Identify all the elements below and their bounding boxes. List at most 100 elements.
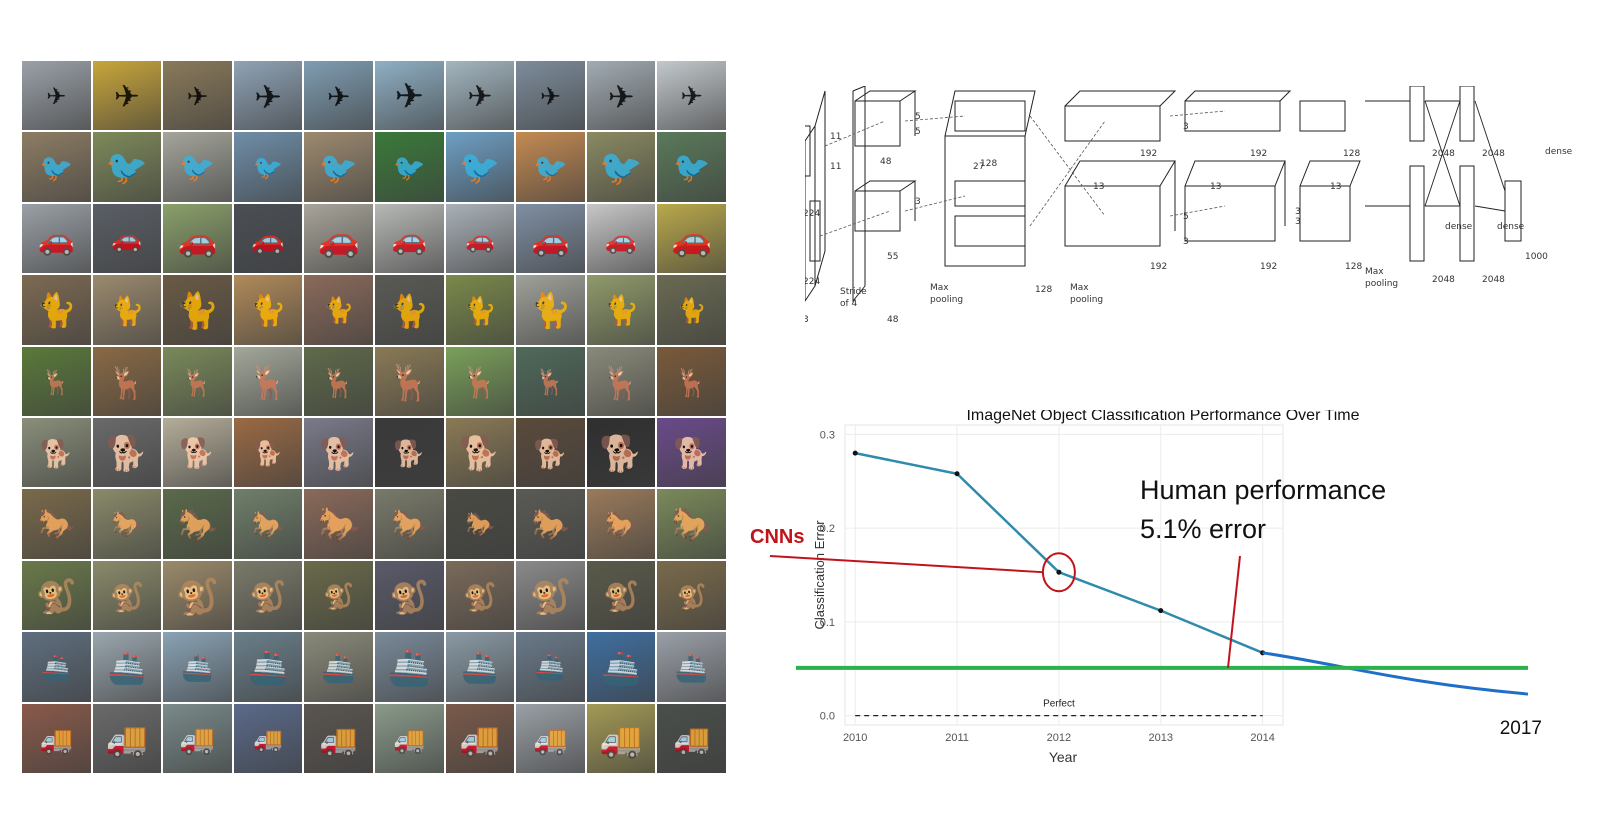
truck-photo: 🚚 xyxy=(233,703,303,773)
bird-photo: 🐦 xyxy=(657,132,726,202)
arch-label: 5 xyxy=(915,127,921,137)
cat-photo: 🐈 xyxy=(22,275,91,345)
truck-icon: 🚚 xyxy=(179,723,216,756)
airplane-photo: ✈ xyxy=(374,61,444,131)
car-photo: 🚗 xyxy=(163,203,232,274)
horse-photo: 🐎 xyxy=(516,489,585,559)
y-axis-label: Classification Error xyxy=(812,520,827,630)
arch-label: 1000 xyxy=(1525,252,1548,262)
x-tick-label: 2011 xyxy=(945,732,969,744)
arch-label: dense xyxy=(1545,147,1573,157)
dog-photo: 🐕 xyxy=(92,418,162,488)
error-point xyxy=(852,450,858,456)
bird-icon: 🐦 xyxy=(599,148,643,188)
cat-icon: 🐈 xyxy=(249,294,287,328)
airplane-photo: ✈ xyxy=(586,61,656,131)
monkey-icon: 🐒 xyxy=(249,580,287,614)
horse-photo: 🐎 xyxy=(445,489,515,559)
ship-icon: 🚢 xyxy=(461,651,499,685)
cat-photo: 🐈 xyxy=(445,275,515,345)
truck-icon: 🚚 xyxy=(105,720,149,759)
bird-photo: 🐦 xyxy=(163,132,232,202)
deer-photo: 🦌 xyxy=(233,346,303,416)
truck-icon: 🚚 xyxy=(673,723,711,757)
deer-icon: 🦌 xyxy=(107,365,147,401)
ship-icon: 🚢 xyxy=(674,653,709,684)
dog-photo: 🐕 xyxy=(374,418,444,488)
arch-label: 48 xyxy=(887,315,899,325)
extension-line xyxy=(1262,651,1529,696)
monkey-icon: 🐒 xyxy=(529,577,572,616)
car-icon: 🚗 xyxy=(37,223,75,257)
car-photo: 🚗 xyxy=(92,203,162,274)
error-point xyxy=(1158,608,1164,614)
deer-icon: 🦌 xyxy=(181,367,214,398)
arch-label: Max xyxy=(1365,267,1384,277)
car-icon: 🚗 xyxy=(111,225,143,254)
deer-icon: 🦌 xyxy=(41,369,72,397)
ship-icon: 🚢 xyxy=(387,648,432,688)
cat-icon: 🐈 xyxy=(463,296,497,327)
airplane-photo: ✈ xyxy=(233,61,303,131)
deer-icon: 🦌 xyxy=(601,364,642,401)
cat-icon: 🐈 xyxy=(676,297,707,325)
ship-icon: 🚢 xyxy=(41,654,72,682)
airplane-icon: ✈ xyxy=(680,81,703,112)
bird-photo: 🐦 xyxy=(374,132,444,202)
arch-label: 192 xyxy=(1150,262,1167,272)
truck-icon: 🚚 xyxy=(39,724,74,755)
dog-icon: 🐕 xyxy=(105,435,149,474)
arch-label: 224 xyxy=(805,209,820,219)
monkey-icon: 🐒 xyxy=(603,580,640,613)
cat-icon: 🐈 xyxy=(35,291,77,329)
y-tick-label: 0.0 xyxy=(820,711,835,723)
x-axis-label: Year xyxy=(1049,749,1078,765)
horse-icon: 🐎 xyxy=(464,511,495,539)
horse-photo: 🐎 xyxy=(374,489,444,559)
chart-title: ImageNet Object Classification Performan… xyxy=(966,410,1359,424)
monkey-photo: 🐒 xyxy=(22,560,91,631)
bird-icon: 🐦 xyxy=(253,154,284,182)
horse-photo: 🐎 xyxy=(92,489,162,559)
x-tick-label: 2014 xyxy=(1250,732,1274,744)
dog-photo: 🐕 xyxy=(516,418,585,488)
truck-icon: 🚚 xyxy=(459,720,501,758)
monkey-photo: 🐒 xyxy=(445,560,515,631)
arch-label: 224 xyxy=(805,277,820,287)
car-photo: 🚗 xyxy=(304,203,373,274)
bird-icon: 🐦 xyxy=(459,148,501,186)
airplane-icon: ✈ xyxy=(113,79,140,115)
airplane-photo: ✈ xyxy=(445,61,515,131)
car-photo: 🚗 xyxy=(516,203,585,274)
arch-label: 11 xyxy=(830,162,841,172)
airplane-photo: ✈ xyxy=(657,61,726,131)
deer-photo: 🦌 xyxy=(516,346,585,416)
arch-label: Max xyxy=(930,283,949,293)
car-photo: 🚗 xyxy=(233,203,303,274)
deer-photo: 🦌 xyxy=(163,346,232,416)
airplane-photo: ✈ xyxy=(516,61,585,131)
airplane-photo: ✈ xyxy=(163,61,232,131)
dog-icon: 🐕 xyxy=(253,440,284,468)
deer-icon: 🦌 xyxy=(387,363,432,403)
car-icon: 🚗 xyxy=(251,224,285,255)
dog-icon: 🐕 xyxy=(319,436,358,472)
image-grid: ✈ ✈ ✈ ✈ ✈ ✈ ✈ ✈ ✈ ✈ 🐦 🐦 🐦 🐦 🐦 🐦 🐦 🐦 🐦 🐦 🚗 🚗 🚗 🚗 🚗 🚗 🚗 🚗 🚗 🚗 🐈 🐈 🐈 🐈 🐈 🐈 🐈 🐈 🐈 🐈… xyxy=(22,61,726,773)
cat-icon: 🐈 xyxy=(529,292,572,331)
deer-icon: 🦌 xyxy=(674,367,709,398)
arch-label: pooling xyxy=(1070,295,1103,305)
cat-photo: 🐈 xyxy=(163,275,232,345)
truck-photo: 🚚 xyxy=(657,703,726,773)
monkey-icon: 🐒 xyxy=(389,578,430,615)
bird-icon: 🐦 xyxy=(179,152,216,185)
ship-icon: 🚢 xyxy=(181,652,214,683)
airplane-icon: ✈ xyxy=(394,77,424,117)
horse-icon: 🐎 xyxy=(37,508,75,542)
bird-icon: 🐦 xyxy=(393,152,426,183)
deer-icon: 🦌 xyxy=(321,367,357,399)
ship-photo: 🚢 xyxy=(516,632,585,702)
arch-label: 48 xyxy=(880,157,892,167)
deer-icon: 🦌 xyxy=(247,363,289,401)
car-photo: 🚗 xyxy=(445,203,515,274)
cat-photo: 🐈 xyxy=(586,275,656,345)
